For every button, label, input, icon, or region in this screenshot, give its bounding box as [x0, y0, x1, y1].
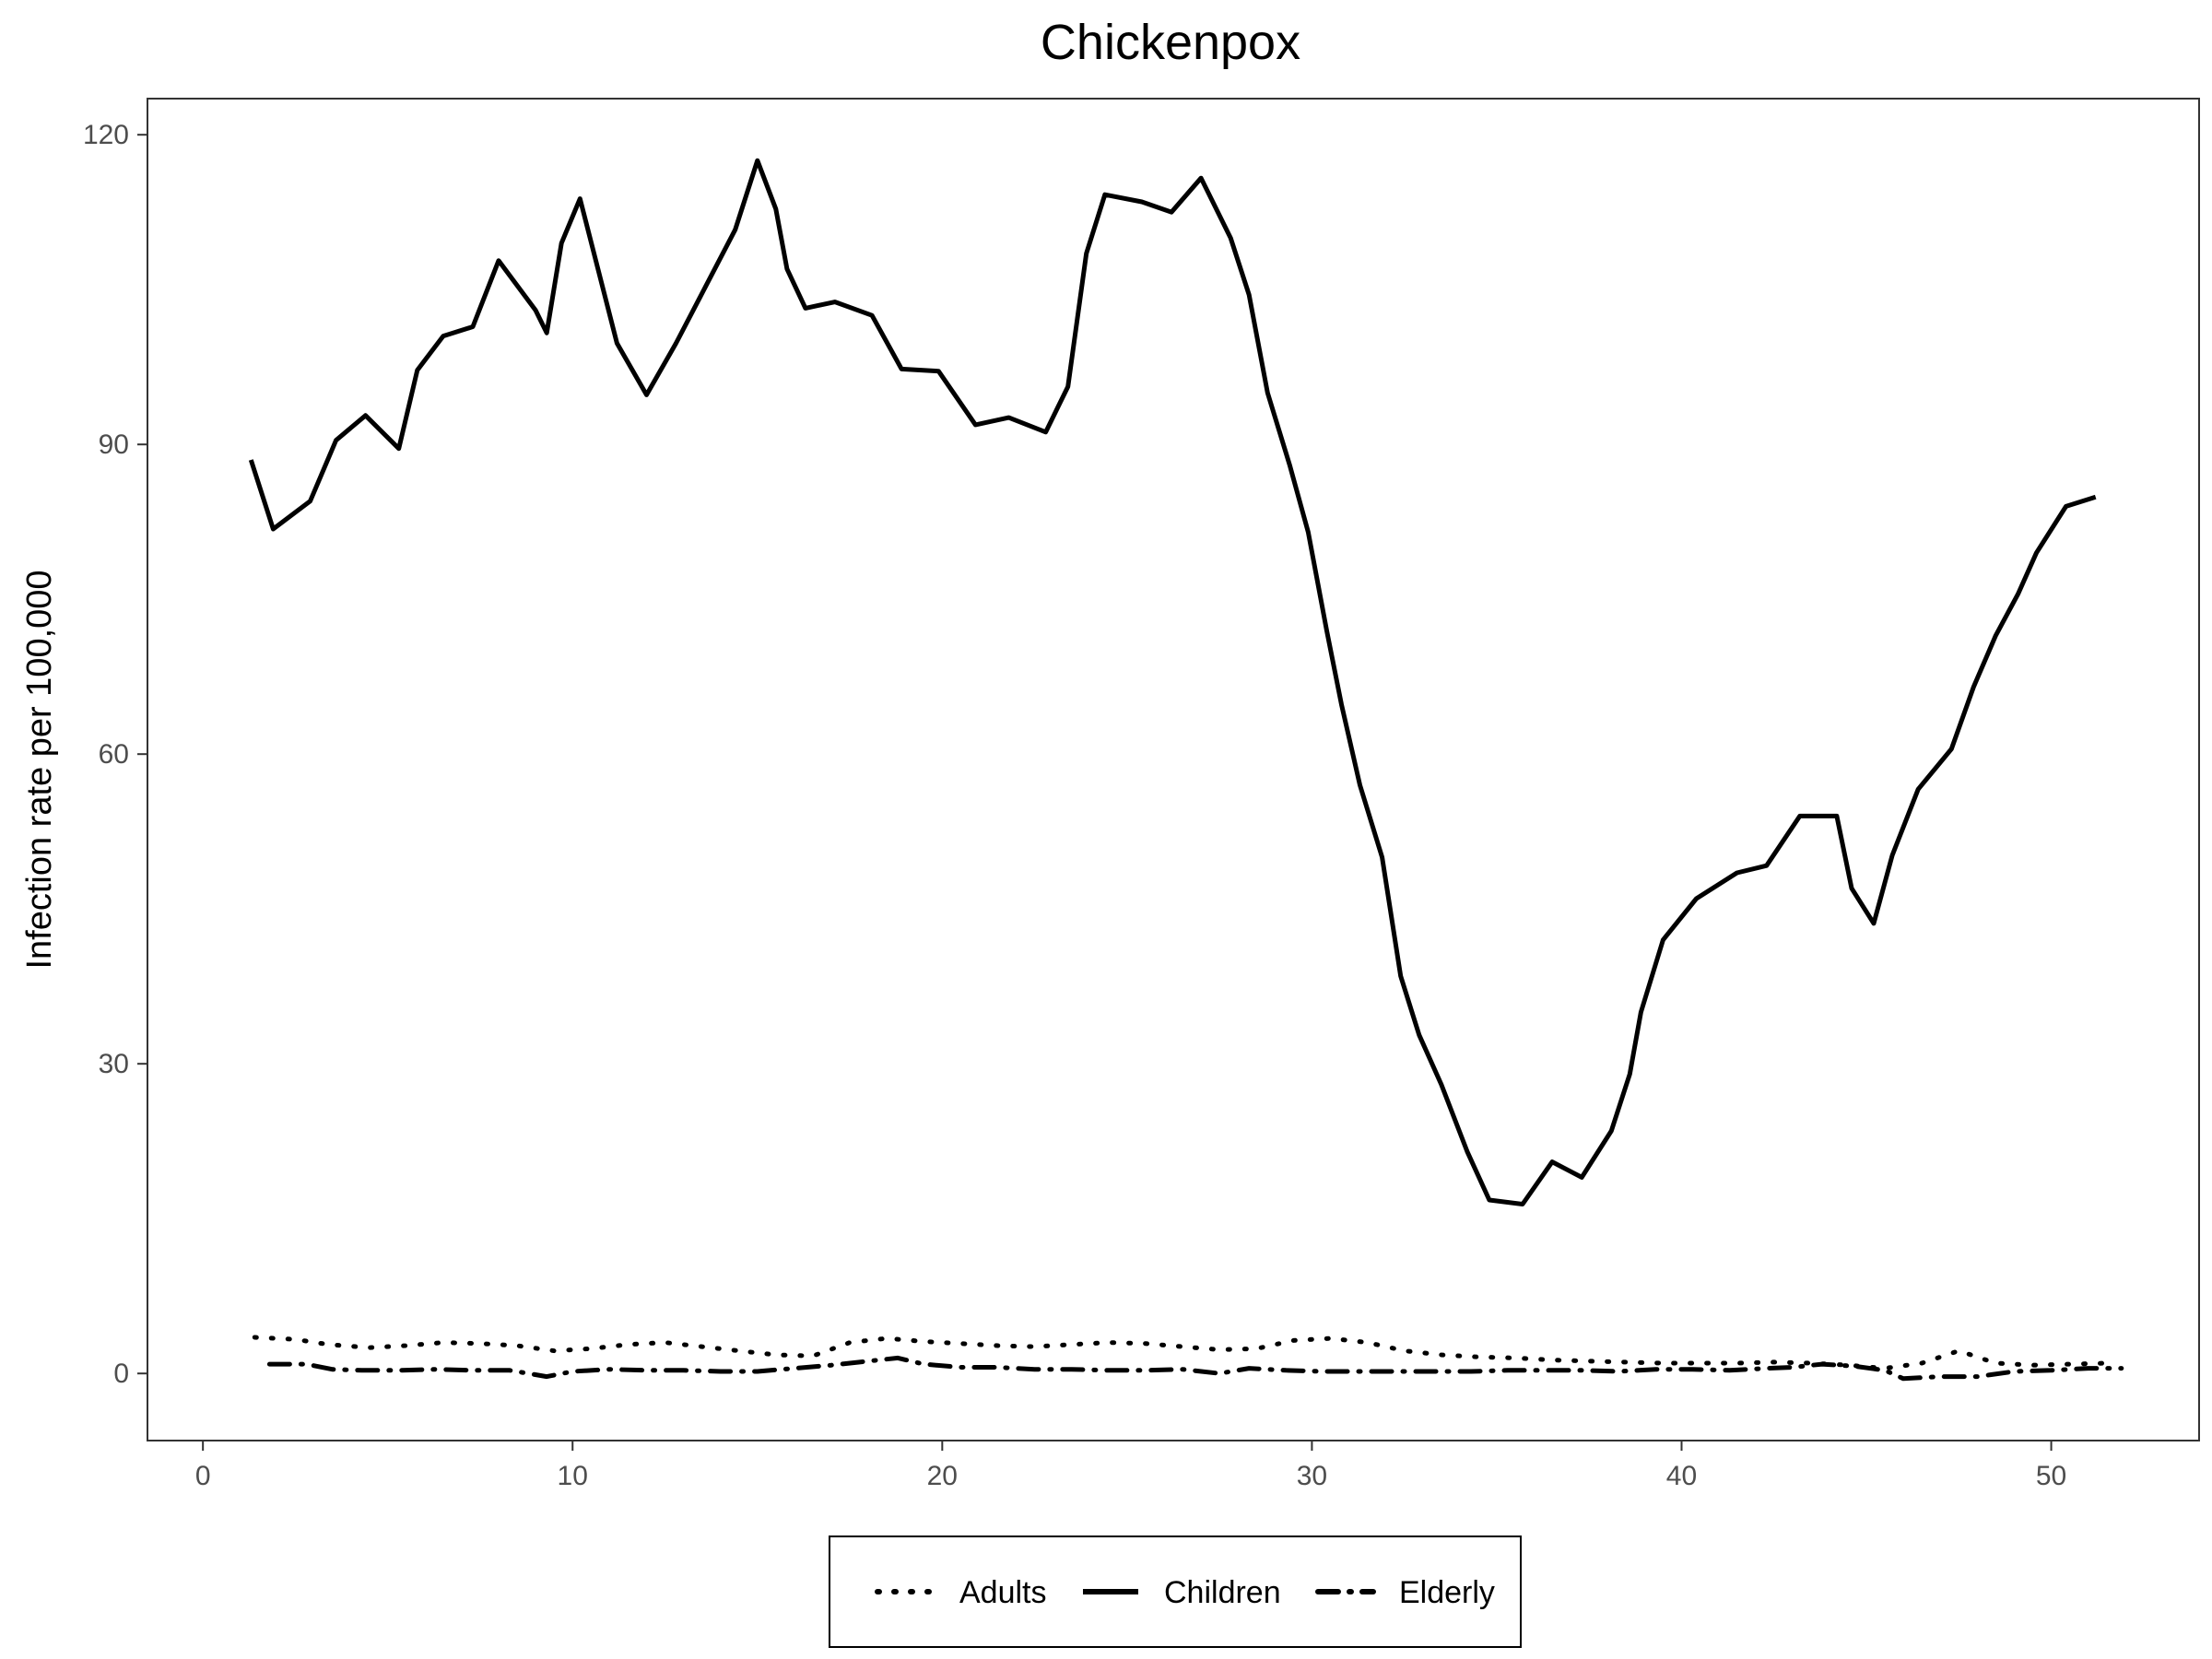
y-tick-label: 0: [113, 1359, 129, 1389]
x-tick-label: 20: [927, 1461, 958, 1491]
x-tick-label: 30: [1297, 1461, 1327, 1491]
x-axis: 0 10 20 30 40 50: [195, 1441, 2066, 1491]
plot-frame: [147, 98, 2200, 1441]
x-tick-label: 0: [195, 1461, 211, 1491]
legend-label-adults: Adults: [959, 1575, 1047, 1610]
series-line-adults: [252, 1335, 2110, 1371]
y-tick-label: 90: [99, 429, 129, 460]
y-axis: 0 30 60 90 120: [83, 120, 147, 1389]
y-tick-label: 60: [99, 739, 129, 770]
x-tick-label: 50: [2036, 1461, 2066, 1491]
y-axis-label: Infection rate per 100,000: [20, 570, 59, 969]
series-line-children: [248, 158, 2097, 1206]
legend-label-children: Children: [1164, 1575, 1281, 1610]
x-tick-label: 10: [558, 1461, 588, 1491]
legend-box: [829, 1535, 1522, 1648]
chart-title: Chickenpox: [1041, 15, 1300, 70]
series-line-elderly: [266, 1355, 2124, 1382]
legend-label-elderly: Elderly: [1399, 1575, 1495, 1610]
x-tick-label: 40: [1666, 1461, 1697, 1491]
y-tick-label: 120: [83, 120, 129, 150]
plot-area: [248, 158, 2124, 1382]
legend: Adults Children Elderly: [829, 1535, 1522, 1648]
y-tick-label: 30: [99, 1049, 129, 1079]
